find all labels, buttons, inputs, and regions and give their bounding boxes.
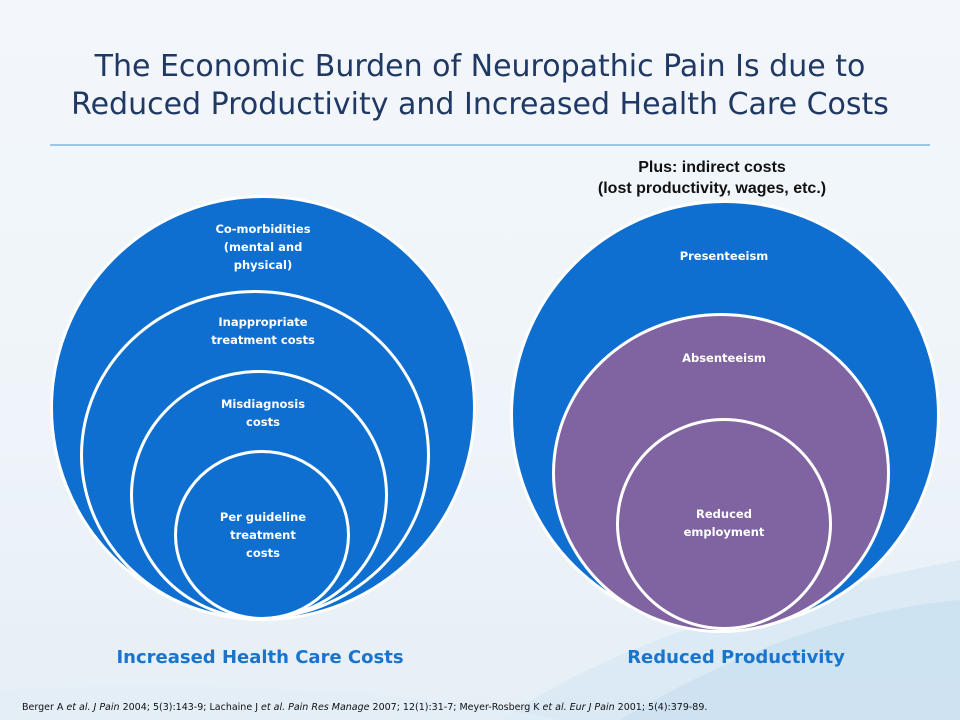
citation-part-italic: et al. Eur J Pain [542, 702, 615, 713]
citation-part-italic: et al. Pain Res Manage [261, 702, 370, 713]
label-absenteeism: Absenteeism [624, 349, 824, 367]
label-line: treatment [230, 528, 296, 542]
label-misdiagnosis: Misdiagnosis costs [163, 395, 363, 431]
label-line: treatment costs [211, 333, 315, 347]
ring-reduced-employment [616, 418, 832, 630]
title-divider [50, 144, 930, 146]
label-comorbidities: Co-morbidities (mental and physical) [163, 220, 363, 274]
note-line-2: (lost productivity, wages, etc.) [597, 180, 827, 197]
citation-part: 2004; 5(3):143-9; Lachaine J [119, 702, 262, 713]
label-presenteeism: Presenteeism [624, 247, 824, 265]
label-line: (mental and [223, 240, 303, 254]
title-line-2: Reduced Productivity and Increased Healt… [71, 87, 889, 122]
page-title: The Economic Burden of Neuropathic Pain … [40, 48, 920, 124]
label-line: physical) [233, 258, 293, 272]
label-line: Misdiagnosis [220, 397, 306, 411]
label-line: Absenteeism [682, 351, 766, 365]
label-line: Co-morbidities [215, 222, 311, 236]
citation-part: Berger A [22, 702, 67, 713]
title-line-1: The Economic Burden of Neuropathic Pain … [94, 49, 866, 84]
ring-per-guideline [174, 450, 350, 620]
label-line: Reduced [696, 507, 752, 521]
label-line: costs [246, 415, 280, 429]
label-inappropriate-treatment: Inappropriate treatment costs [163, 313, 363, 349]
note-line-1: Plus: indirect costs [638, 159, 786, 176]
label-line: costs [246, 546, 280, 560]
label-line: Per guideline [219, 510, 307, 524]
label-per-guideline: Per guideline treatment costs [163, 508, 363, 562]
caption-reduced-productivity: Reduced Productivity [627, 647, 845, 668]
label-line: Inappropriate [218, 315, 308, 329]
caption-health-care-costs: Increased Health Care Costs [116, 647, 404, 668]
citation-part: 2007; 12(1):31-7; Meyer-Rosberg K [369, 702, 543, 713]
label-line: employment [683, 525, 765, 539]
indirect-costs-note: Plus: indirect costs (lost productivity,… [520, 157, 904, 199]
citation-footnote: Berger A et al. J Pain 2004; 5(3):143-9;… [22, 702, 952, 713]
citation-part-italic: et al. J Pain [66, 702, 120, 713]
label-line: Presenteeism [679, 249, 769, 263]
citation-part: 2001; 5(4):379-89. [614, 702, 708, 713]
label-reduced-employment: Reduced employment [624, 505, 824, 541]
